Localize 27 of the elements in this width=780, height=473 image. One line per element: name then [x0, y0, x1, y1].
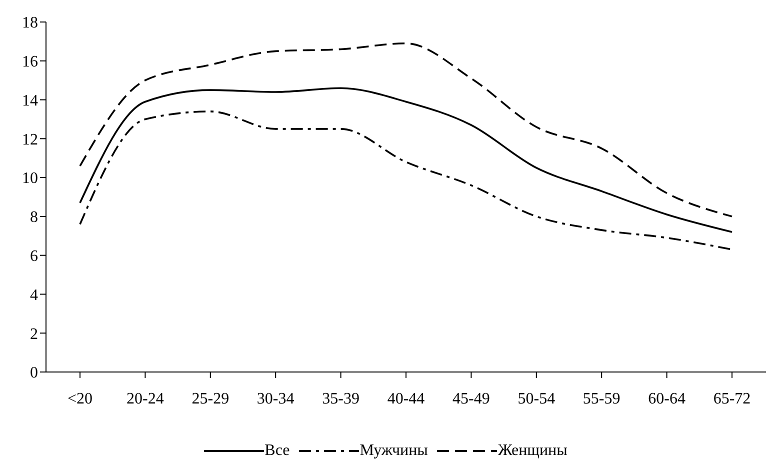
x-tick-label: 55-59	[582, 390, 620, 408]
y-tick-label: 6	[30, 248, 38, 266]
line-series	[79, 110, 733, 250]
y-tick-label: 18	[22, 14, 38, 32]
line-series	[79, 87, 733, 233]
x-tick-label: 25-29	[192, 390, 230, 408]
x-tick-label: 40-44	[387, 390, 425, 408]
x-tick-label: 50-54	[518, 390, 556, 408]
x-tick-label: 30-34	[256, 390, 294, 408]
legend-label: Женщины	[498, 442, 568, 460]
y-tick-label: 10	[22, 170, 38, 188]
legend-label: Все	[264, 442, 290, 460]
line-series	[79, 42, 733, 218]
x-tick-label: <20	[67, 390, 93, 408]
y-tick-label: 4	[30, 286, 38, 304]
y-tick-label: 16	[22, 54, 38, 71]
x-tick-label: 20-24	[126, 390, 164, 408]
x-tick-label: 45-49	[452, 390, 490, 408]
y-tick-label: 2	[30, 326, 38, 343]
y-tick-label: 12	[22, 131, 38, 148]
y-tick-label: 8	[30, 209, 38, 226]
x-tick-label: 65-72	[713, 390, 751, 408]
y-tick-label: 14	[22, 92, 38, 110]
x-tick-label: 60-64	[648, 390, 686, 408]
x-tick-label: 35-39	[322, 390, 360, 408]
legend-label: Мужчины	[360, 442, 428, 460]
y-tick-label: 0	[30, 364, 38, 382]
